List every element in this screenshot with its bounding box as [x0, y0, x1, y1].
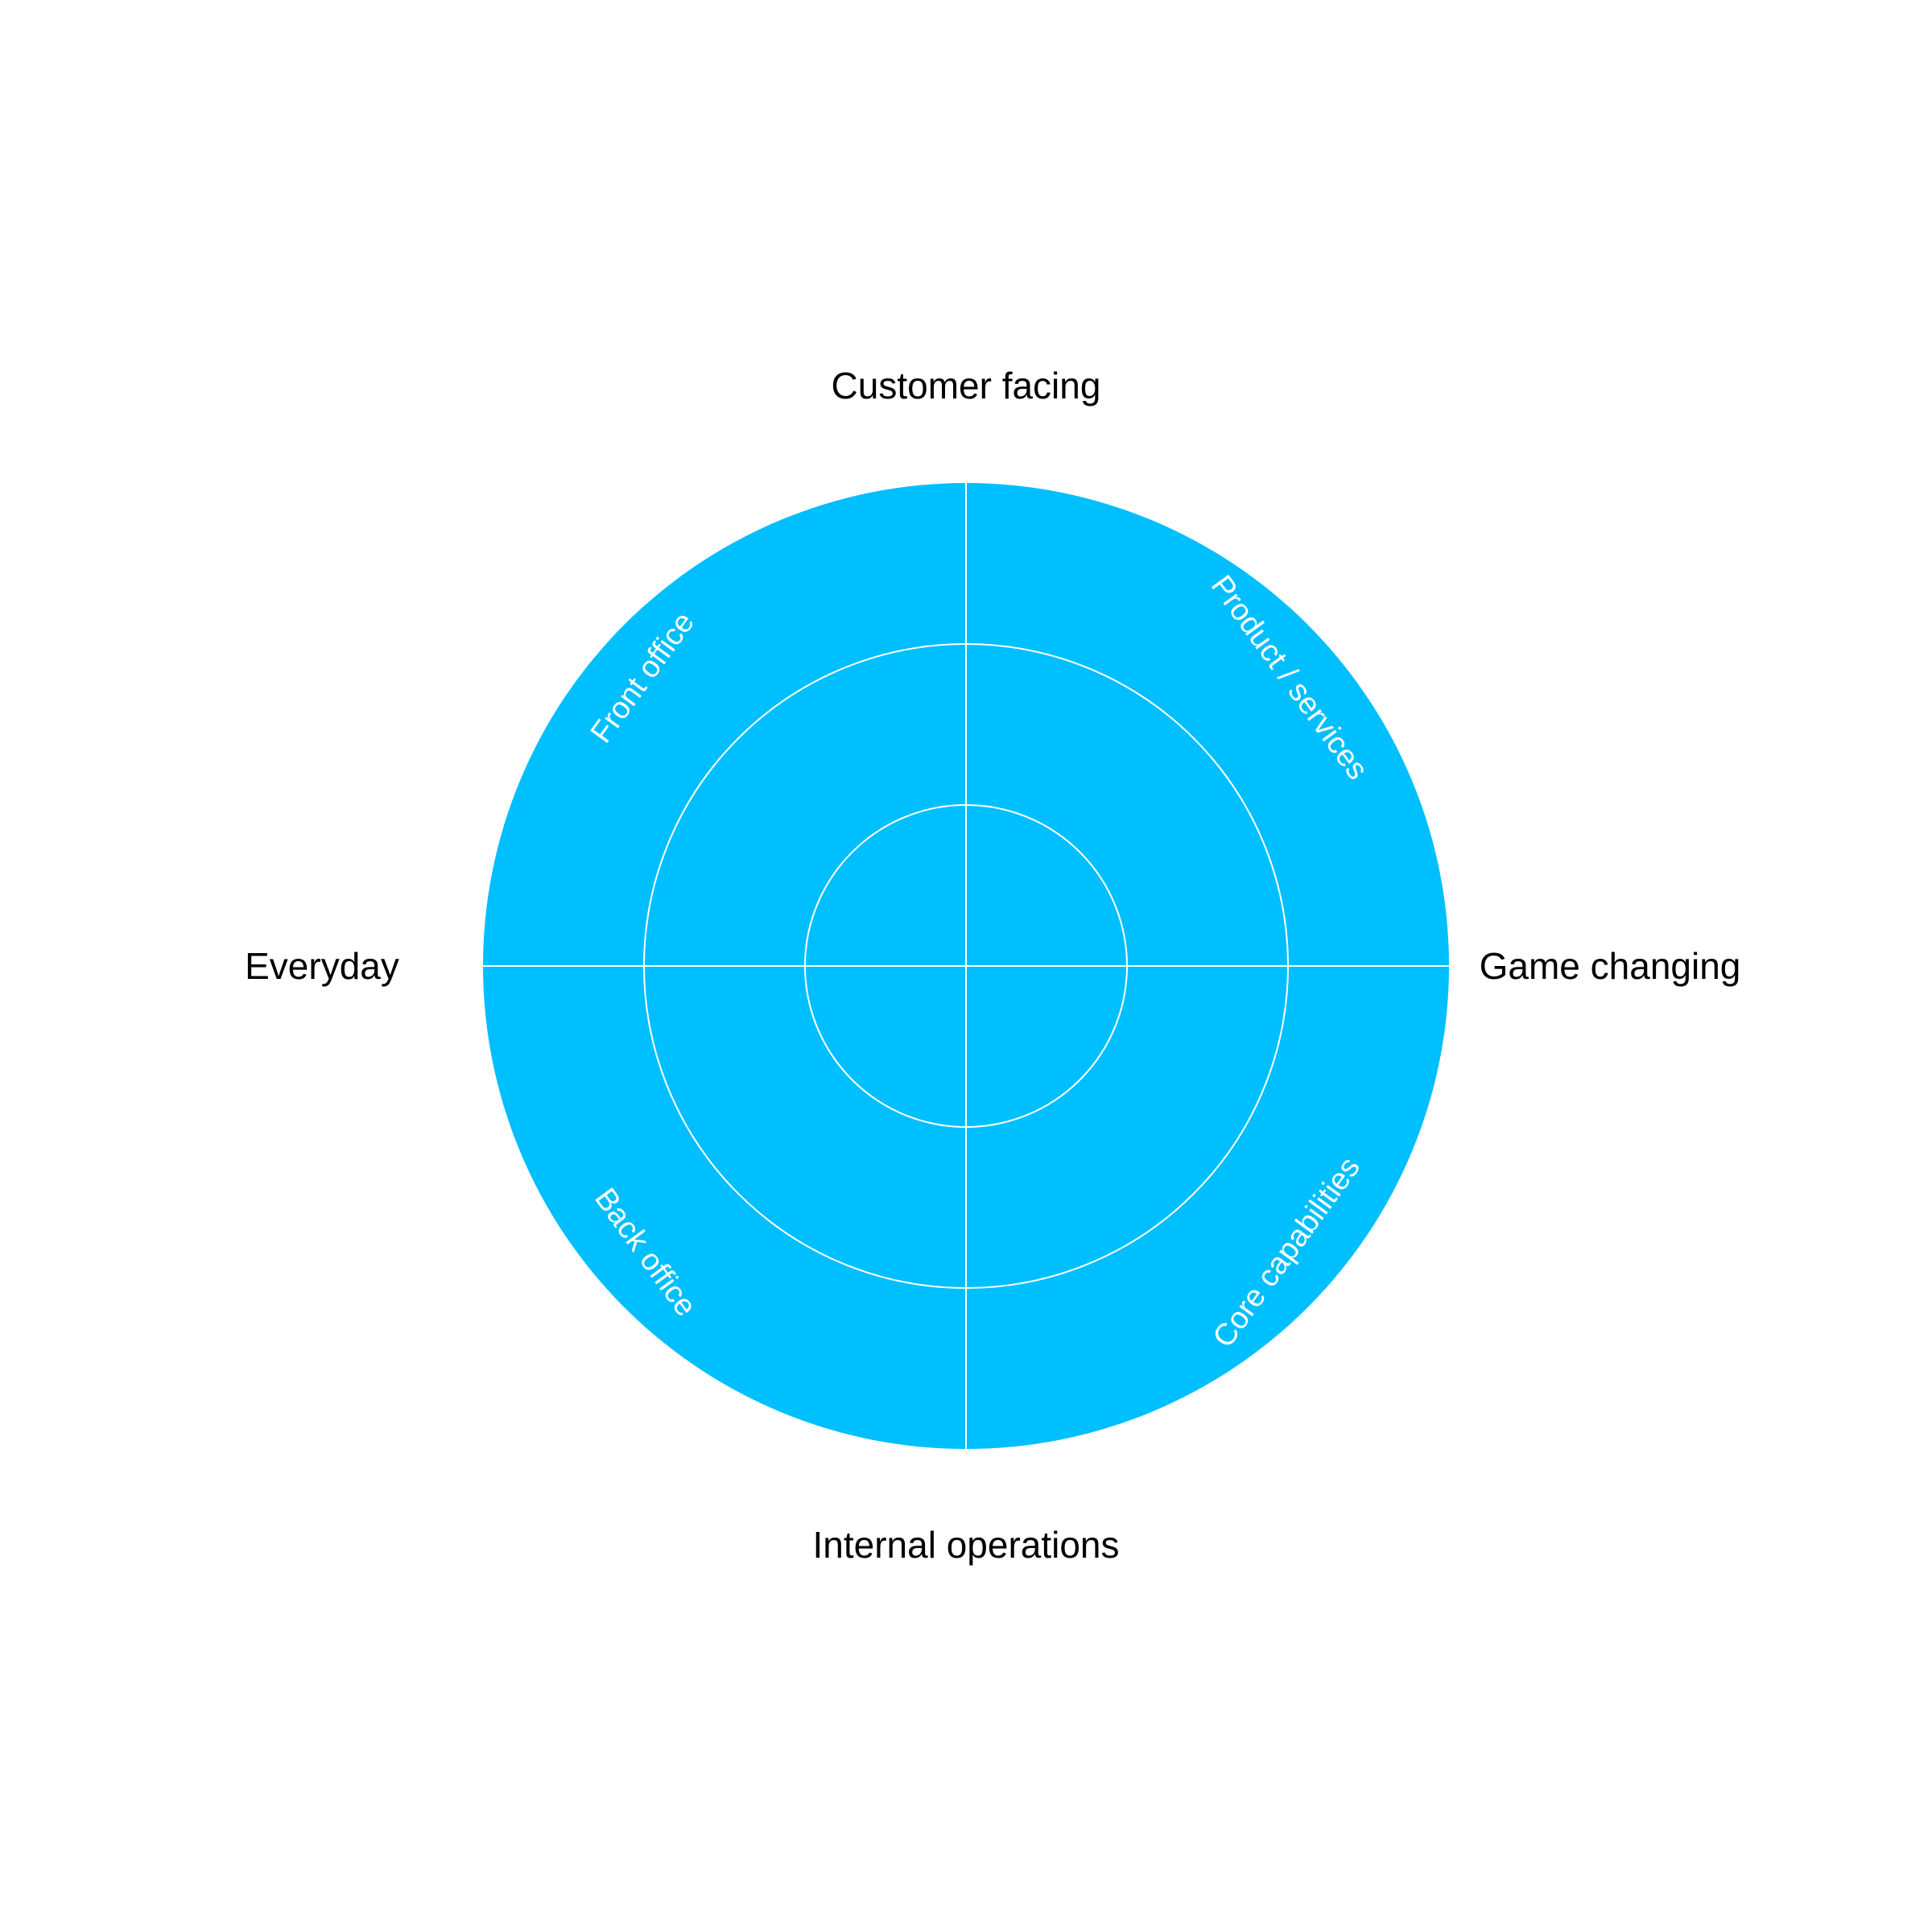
axis-label-bottom: Internal operations — [812, 1524, 1119, 1566]
axis-label-top: Customer facing — [832, 365, 1101, 407]
axis-label-left: Everyday — [245, 945, 399, 987]
axis-label-right: Game changing — [1480, 945, 1741, 987]
